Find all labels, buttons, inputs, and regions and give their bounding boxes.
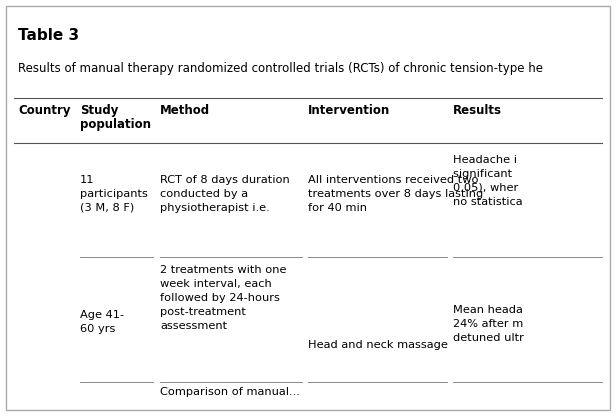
Text: Comparison of manual...: Comparison of manual... xyxy=(160,387,300,397)
Text: Study: Study xyxy=(80,104,118,117)
Text: RCT of 8 days duration
conducted by a
physiotherapist i.e.: RCT of 8 days duration conducted by a ph… xyxy=(160,175,290,213)
Text: Intervention: Intervention xyxy=(308,104,391,117)
Text: All interventions received two
treatments over 8 days lasting
for 40 min: All interventions received two treatment… xyxy=(308,175,483,213)
Text: 2 treatments with one
week interval, each
followed by 24-hours
post-treatment
as: 2 treatments with one week interval, eac… xyxy=(160,265,286,331)
Text: Results of manual therapy randomized controlled trials (RCTs) of chronic tension: Results of manual therapy randomized con… xyxy=(18,62,543,75)
Text: Age 41-
60 yrs: Age 41- 60 yrs xyxy=(80,310,124,334)
Text: 11
participants
(3 M, 8 F): 11 participants (3 M, 8 F) xyxy=(80,175,148,213)
Text: Mean heada
24% after m
detuned ultr: Mean heada 24% after m detuned ultr xyxy=(453,305,524,343)
Text: Method: Method xyxy=(160,104,210,117)
Text: Table 3: Table 3 xyxy=(18,28,79,43)
Text: Headache i
significant 
0.05), wher
no statistica: Headache i significant 0.05), wher no st… xyxy=(453,155,522,207)
Text: Country: Country xyxy=(18,104,70,117)
Text: Head and neck massage: Head and neck massage xyxy=(308,340,448,350)
Text: population: population xyxy=(80,118,151,131)
Text: Results: Results xyxy=(453,104,502,117)
